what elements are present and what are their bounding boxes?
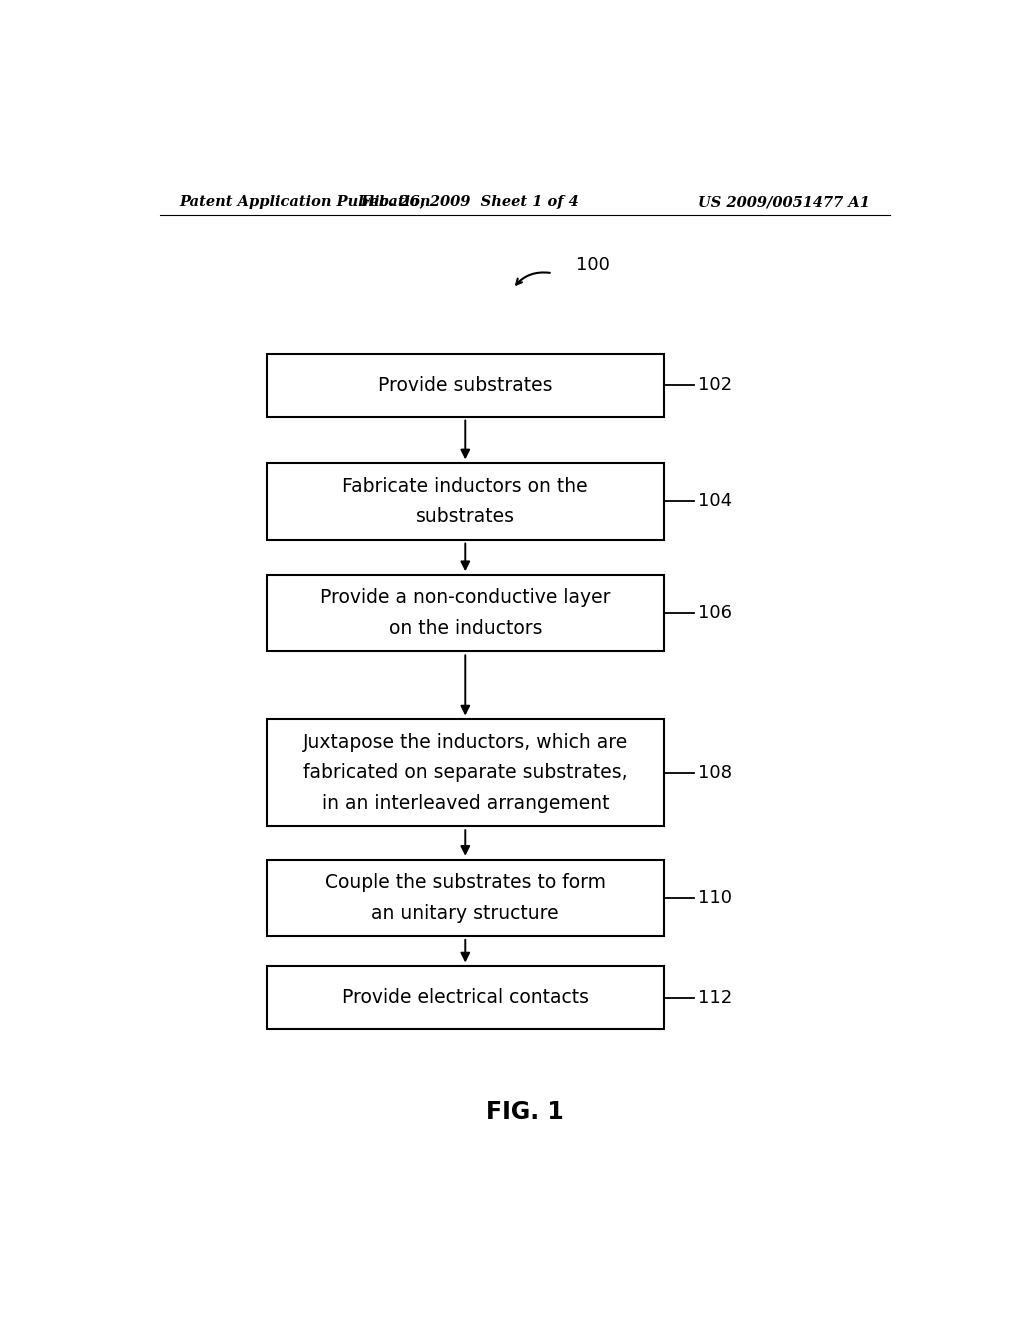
Text: Provide a non-conductive layer: Provide a non-conductive layer bbox=[321, 589, 610, 607]
Text: 108: 108 bbox=[697, 764, 732, 781]
Bar bbox=[267, 966, 664, 1030]
Text: 106: 106 bbox=[697, 605, 732, 622]
Text: Patent Application Publication: Patent Application Publication bbox=[179, 195, 431, 209]
Text: 104: 104 bbox=[697, 492, 732, 511]
Bar bbox=[267, 463, 664, 540]
Bar bbox=[267, 859, 664, 936]
Bar bbox=[267, 354, 664, 417]
Text: Juxtapose the inductors, which are: Juxtapose the inductors, which are bbox=[303, 733, 628, 752]
Text: US 2009/0051477 A1: US 2009/0051477 A1 bbox=[698, 195, 870, 209]
Text: Provide electrical contacts: Provide electrical contacts bbox=[342, 989, 589, 1007]
Text: in an interleaved arrangement: in an interleaved arrangement bbox=[322, 793, 609, 813]
Text: Couple the substrates to form: Couple the substrates to form bbox=[325, 873, 606, 892]
Text: substrates: substrates bbox=[416, 507, 515, 527]
Text: on the inductors: on the inductors bbox=[388, 619, 542, 638]
Text: 102: 102 bbox=[697, 376, 732, 395]
Text: an unitary structure: an unitary structure bbox=[372, 904, 559, 923]
Text: 112: 112 bbox=[697, 989, 732, 1007]
Text: Fabricate inductors on the: Fabricate inductors on the bbox=[342, 477, 588, 496]
Text: FIG. 1: FIG. 1 bbox=[486, 1100, 563, 1123]
Text: 100: 100 bbox=[577, 256, 610, 275]
Text: Provide substrates: Provide substrates bbox=[378, 376, 553, 395]
Text: Feb. 26, 2009  Sheet 1 of 4: Feb. 26, 2009 Sheet 1 of 4 bbox=[359, 195, 579, 209]
Text: fabricated on separate substrates,: fabricated on separate substrates, bbox=[303, 763, 628, 783]
Text: 110: 110 bbox=[697, 888, 732, 907]
Bar bbox=[267, 576, 664, 651]
Bar bbox=[267, 719, 664, 826]
